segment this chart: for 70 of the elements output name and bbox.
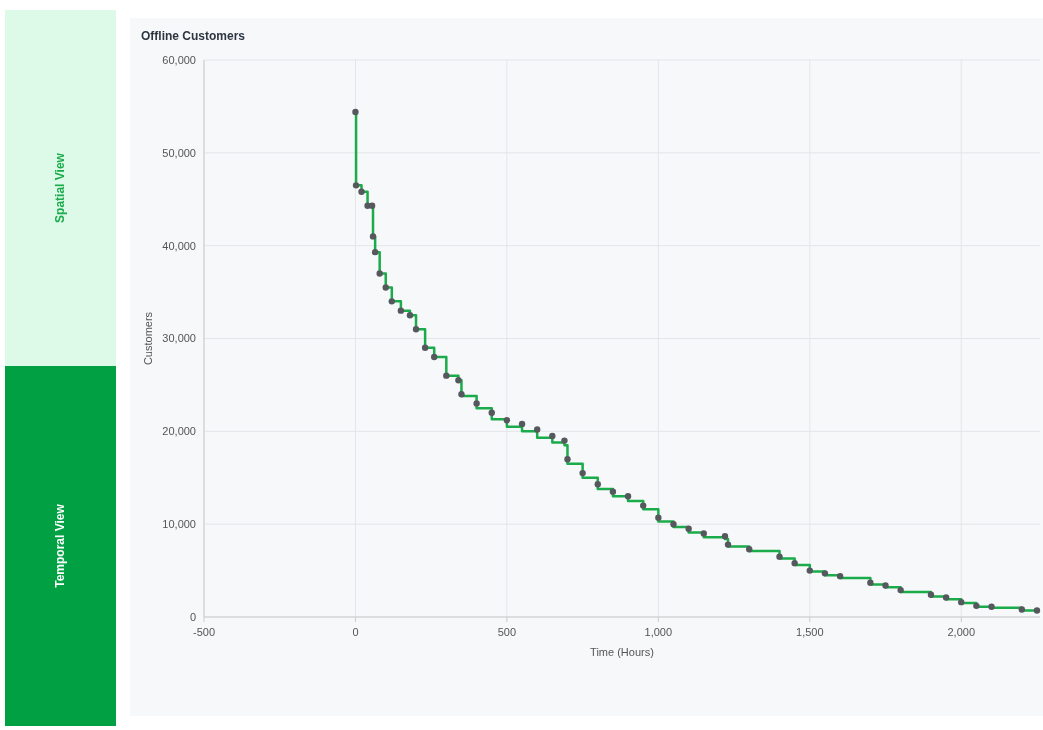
- point: [942, 594, 950, 601]
- point: [721, 533, 729, 540]
- point: [369, 233, 377, 240]
- point: [973, 602, 980, 610]
- point: [776, 553, 783, 560]
- point: [988, 603, 995, 610]
- y-tick-label: 10,000: [162, 518, 196, 531]
- x-tick-label: 0: [352, 626, 359, 638]
- point: [579, 469, 586, 477]
- point: [458, 391, 465, 398]
- x-tick-label: 1,000: [644, 626, 673, 638]
- point: [806, 567, 813, 574]
- point: [358, 188, 365, 196]
- point: [700, 530, 707, 537]
- chart-title: Offline Customers: [141, 29, 246, 43]
- point: [685, 525, 692, 533]
- point: [882, 582, 889, 589]
- point: [1033, 607, 1041, 614]
- x-tick-label: -500: [192, 626, 216, 638]
- point: [473, 400, 480, 407]
- point: [746, 546, 753, 553]
- point: [927, 591, 935, 598]
- point: [352, 108, 359, 116]
- point: [371, 248, 379, 256]
- point: [406, 312, 414, 319]
- point: [897, 586, 904, 594]
- y-tick-label: 40,000: [162, 239, 196, 252]
- point: [594, 481, 601, 488]
- point: [412, 326, 420, 333]
- point: [624, 493, 632, 500]
- point: [836, 572, 844, 580]
- point: [867, 579, 874, 586]
- point: [421, 344, 429, 351]
- point: [455, 377, 462, 384]
- point: [724, 541, 732, 548]
- x-tick-label: 2,000: [947, 626, 976, 638]
- x-tick-label: 1,500: [796, 626, 824, 638]
- point: [397, 307, 405, 314]
- point: [488, 409, 495, 416]
- point: [640, 502, 647, 509]
- x-axis-title: Time (Hours): [590, 646, 654, 658]
- y-tick-label: 30,000: [162, 332, 196, 345]
- point: [655, 514, 662, 521]
- point: [376, 270, 383, 277]
- point: [533, 426, 541, 433]
- y-tick-label: 20,000: [162, 425, 196, 438]
- point: [564, 455, 571, 463]
- text: Temporal View: [53, 503, 67, 588]
- point: [368, 202, 376, 209]
- y-tick-label: 0: [189, 610, 196, 623]
- point: [670, 520, 677, 528]
- point: [958, 598, 965, 606]
- point: [518, 420, 526, 428]
- point: [382, 284, 389, 291]
- point: [431, 353, 438, 361]
- point: [1018, 606, 1026, 613]
- point: [503, 416, 511, 424]
- point: [609, 488, 617, 495]
- y-tick-label: 50,000: [162, 146, 196, 159]
- point: [549, 432, 556, 440]
- point: [388, 298, 395, 305]
- x-tick-label: 500: [497, 626, 517, 638]
- point: [561, 437, 568, 444]
- point: [821, 570, 829, 577]
- y-axis-title: Customers: [142, 311, 154, 366]
- point: [352, 182, 360, 189]
- point: [443, 372, 450, 379]
- text: Spatial View: [53, 152, 67, 223]
- point: [791, 559, 798, 567]
- y-tick-label: 60,000: [162, 53, 196, 66]
